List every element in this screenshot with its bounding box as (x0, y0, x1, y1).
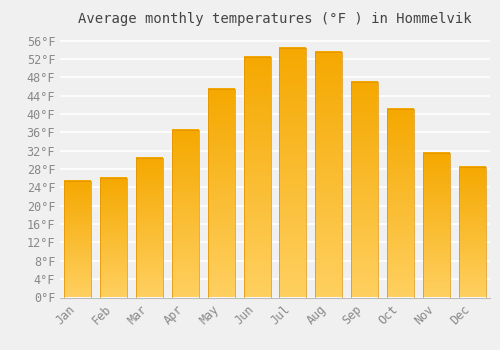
Bar (458, 167, 485, 298)
Bar (208, 89, 234, 298)
Bar (244, 57, 270, 298)
Bar (136, 158, 163, 298)
Bar (172, 130, 199, 298)
Bar (423, 153, 450, 298)
Bar (316, 52, 342, 298)
Bar (64, 181, 92, 298)
Bar (351, 82, 378, 298)
Bar (100, 178, 127, 298)
Bar (387, 110, 414, 297)
Title: Average monthly temperatures (°F ) in Hommelvik: Average monthly temperatures (°F ) in Ho… (78, 12, 472, 26)
Bar (280, 48, 306, 298)
